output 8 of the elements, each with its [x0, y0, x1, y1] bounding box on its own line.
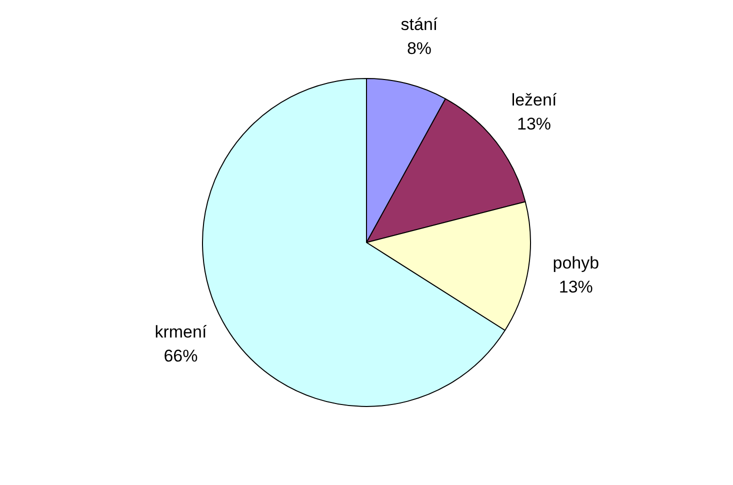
slice-label: krmení	[154, 322, 207, 342]
data-label: 66%	[164, 346, 198, 366]
data-label: 13%	[558, 277, 593, 296]
slice-label: pohyb	[552, 253, 600, 272]
data-label: 13%	[516, 114, 552, 134]
data-label: 8%	[406, 38, 432, 58]
slice-label: ležení	[511, 90, 557, 110]
slice-label: stání	[400, 14, 438, 34]
